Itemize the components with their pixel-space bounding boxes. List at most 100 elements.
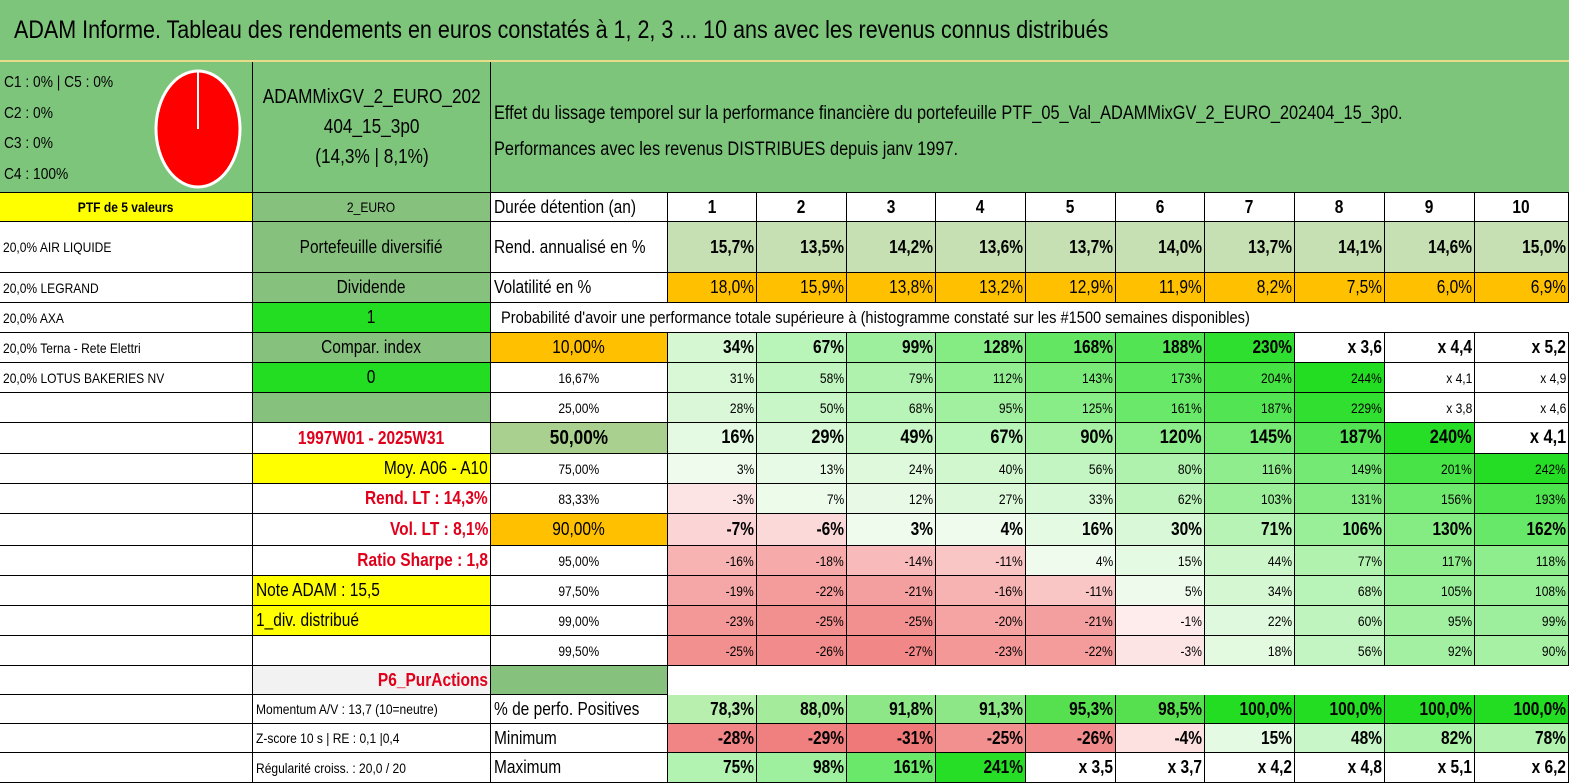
quantile-cell-text: -3% — [732, 490, 754, 507]
quantile-cell: 117% — [1385, 546, 1475, 576]
min-cell-text: 78% — [1535, 727, 1566, 748]
quantile-cell-text: 125% — [1082, 399, 1113, 416]
quantile-cell-text: x 3,6 — [1347, 337, 1382, 357]
rend-cell-text: 13,7% — [1069, 236, 1113, 257]
quantile-cell: -1% — [1116, 606, 1205, 636]
quantile-cell-text: 95% — [1447, 612, 1472, 629]
quantile-cell: 18% — [1205, 636, 1295, 666]
ptf-header-text: PTF de 5 valeurs — [78, 199, 174, 215]
quantile-cell-text: 62% — [1177, 490, 1202, 507]
quantile-cell: 99% — [847, 333, 936, 363]
portfolio-name-line: 404_15_3p0 — [323, 116, 420, 138]
dividend-value-text: 1 — [367, 307, 376, 327]
vol-cell: 12,9% — [1026, 273, 1116, 303]
quantile-cell-text: 44% — [1267, 552, 1292, 569]
quantile-cell: 145% — [1205, 423, 1295, 454]
min-cell: -31% — [847, 724, 936, 753]
quantile-cell-text: 116% — [1262, 460, 1292, 477]
compar-label: Compar. index — [253, 333, 491, 363]
pos-cell: 91,8% — [847, 695, 936, 724]
pos-cell: 78,3% — [668, 695, 757, 724]
quantile-cell-text: 120% — [1160, 427, 1202, 448]
quantile-cell: 125% — [1026, 393, 1116, 423]
period-cell-text: 1997W01 - 2025W31 — [298, 427, 445, 448]
vol-cell: 13,8% — [847, 273, 936, 303]
quantile-cell: -11% — [1026, 576, 1116, 606]
quantile-cell-text: x 4,1 — [1445, 369, 1472, 386]
quantile-cell: x 3,8 — [1385, 393, 1475, 423]
quantile-cell: 105% — [1385, 576, 1475, 606]
quantile-cell: 103% — [1205, 484, 1295, 514]
quantile-cell: 244% — [1295, 363, 1385, 393]
empty-cell — [0, 484, 253, 514]
vol-label: Volatilité en % — [491, 273, 668, 303]
empty-cell — [253, 636, 491, 666]
year-header-text: 3 — [886, 196, 896, 217]
compar-value-text: 0 — [367, 367, 376, 387]
quantile-cell-text: -16% — [994, 582, 1023, 599]
quantile-cell: 62% — [1116, 484, 1205, 514]
quantile-cell-text: 103% — [1261, 490, 1292, 507]
vol-cell: 18,0% — [668, 273, 757, 303]
year-header-text: 6 — [1155, 196, 1165, 217]
quantile-cell-text: 3% — [910, 519, 933, 539]
pos-cell: 100,0% — [1205, 695, 1295, 724]
min-label-text: Minimum — [494, 727, 557, 748]
quantile-cell: -23% — [936, 636, 1026, 666]
max-cell: 98% — [757, 753, 847, 783]
quantile-cell: 173% — [1116, 363, 1205, 393]
holding-row-text: 20,0% Terna - Rete Elettri — [3, 339, 141, 356]
quantile-cell-text: 16% — [1082, 519, 1113, 539]
pos-cell-text: 88,0% — [800, 698, 844, 719]
quantile-cell-text: -25% — [815, 612, 844, 629]
quantile-cell: -16% — [668, 546, 757, 576]
quantile-cell: 34% — [1205, 576, 1295, 606]
quantile-cell-text: 71% — [1261, 519, 1292, 539]
purity-cell: P6_PurActions — [253, 666, 491, 695]
compar-value: 0 — [253, 363, 491, 393]
quantile-cell: 204% — [1205, 363, 1295, 393]
rend-cell-text: 15,0% — [1522, 236, 1566, 257]
quantile-cell-text: 68% — [908, 399, 933, 416]
quantile-cell-text: 13% — [819, 460, 844, 477]
quantile-label-text: 97,50% — [558, 582, 600, 599]
quantile-cell-text: 67% — [990, 427, 1023, 448]
quantile-cell-text: -14% — [904, 552, 933, 569]
min-cell: -29% — [757, 724, 847, 753]
quantile-cell: 118% — [1475, 546, 1569, 576]
quantile-cell-text: 12% — [908, 490, 933, 507]
momentum-cell-text: Momentum A/V : 13,7 (10=neutre) — [256, 701, 438, 717]
quantile-label: 99,50% — [491, 636, 668, 666]
duration-label-text: Durée détention (an) — [494, 196, 636, 217]
quantile-label: 75,00% — [491, 454, 668, 484]
year-header-text: 2 — [797, 196, 806, 217]
quantile-cell: 31% — [668, 363, 757, 393]
pos-cell-text: 100,0% — [1419, 698, 1472, 719]
quantile-cell: -21% — [847, 576, 936, 606]
pos-cell-text: 100,0% — [1329, 698, 1382, 719]
max-cell-text: 98% — [813, 757, 844, 777]
empty-cell — [0, 546, 253, 576]
quantile-cell: -14% — [847, 546, 936, 576]
vol-cell: 15,9% — [757, 273, 847, 303]
vol-cell-text: 6,0% — [1436, 277, 1472, 297]
quantile-label: 16,67% — [491, 363, 668, 393]
quantile-cell-text: 240% — [1430, 427, 1472, 448]
quantile-cell-text: 67% — [813, 337, 844, 357]
quantile-cell-text: 34% — [723, 337, 754, 357]
quantile-label: 90,00% — [491, 514, 668, 546]
quantile-cell: 156% — [1385, 484, 1475, 514]
quantile-cell-text: 56% — [1357, 642, 1382, 659]
quantile-cell-text: 31% — [729, 369, 754, 386]
quantile-cell: 187% — [1295, 423, 1385, 454]
quantile-cell: 22% — [1205, 606, 1295, 636]
portfolio-name: ADAMMixGV_2_EURO_202 404_15_3p0 (14,3% |… — [253, 62, 491, 193]
quantile-cell: 5% — [1116, 576, 1205, 606]
quantile-cell: 77% — [1295, 546, 1385, 576]
holding-row: 20,0% AIR LIQUIDE — [0, 222, 253, 273]
pos-cell: 100,0% — [1385, 695, 1475, 724]
quantile-cell-text: 40% — [998, 460, 1023, 477]
momentum-cell: Momentum A/V : 13,7 (10=neutre) — [253, 695, 491, 724]
duration-label: Durée détention (an) — [491, 193, 668, 222]
quantile-cell: 27% — [936, 484, 1026, 514]
